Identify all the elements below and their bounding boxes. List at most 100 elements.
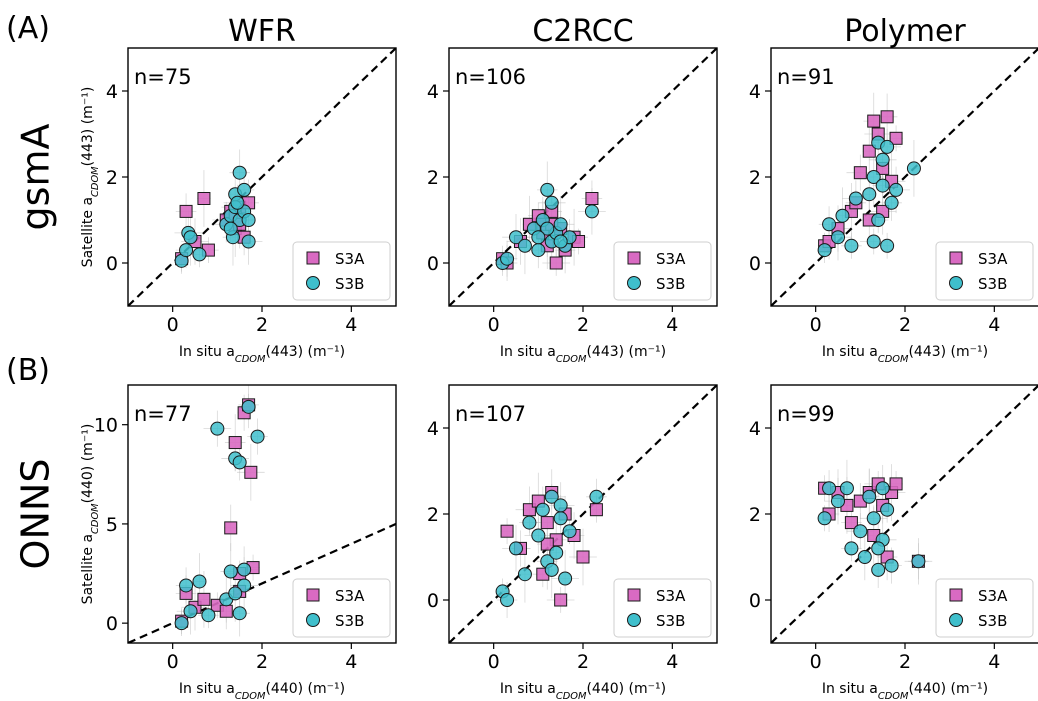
point-s3b	[192, 247, 207, 262]
legend-label-s3a: S3A	[335, 250, 365, 268]
legend-marker-s3b	[306, 276, 320, 290]
legend-label-s3b: S3B	[656, 275, 685, 293]
x-tick-label: 0	[810, 651, 822, 673]
x-tick-label: 0	[488, 651, 500, 673]
legend-label-s3a: S3A	[978, 250, 1008, 268]
legend-label-s3a: S3A	[656, 587, 686, 605]
one-to-one-line	[449, 48, 717, 306]
point-s3b	[183, 230, 198, 245]
x-tick-label: 2	[899, 314, 911, 336]
legend-marker-s3b	[627, 613, 641, 627]
y-tick-label: 4	[427, 418, 439, 440]
point-s3a	[219, 604, 233, 618]
point-s3b	[875, 152, 890, 167]
point-s3a	[889, 131, 903, 145]
point-s3a	[862, 144, 876, 158]
point-s3a	[228, 436, 242, 450]
point-s3b	[862, 489, 877, 504]
point-s3b	[223, 564, 238, 579]
point-s3b	[584, 204, 599, 219]
y-tick-label: 2	[427, 504, 439, 526]
x-tick-label: 0	[167, 314, 179, 336]
y-axis-label: Satellite aCDOM(443) (m⁻¹)	[80, 87, 101, 268]
legend-label-s3b: S3B	[335, 612, 364, 630]
legend-label-s3b: S3B	[978, 612, 1007, 630]
legend-marker-s3a	[949, 588, 963, 602]
point-s3b	[179, 243, 194, 258]
y-tick-label: 4	[427, 81, 439, 103]
plot-area	[771, 48, 1038, 306]
point-s3b	[906, 161, 921, 176]
y-tick-label: 5	[106, 514, 118, 536]
point-s3b	[232, 455, 247, 470]
point-s3b	[544, 195, 559, 210]
point-s3b	[531, 528, 546, 543]
point-s3b	[871, 562, 886, 577]
point-s3a	[540, 537, 554, 551]
point-s3b	[553, 217, 568, 232]
point-s3b	[250, 429, 265, 444]
x-tick-label: 4	[988, 314, 1000, 336]
x-tick-label: 0	[167, 651, 179, 673]
point-s3b	[853, 524, 868, 539]
point-s3b	[241, 399, 256, 414]
point-s3b	[241, 213, 256, 227]
point-s3b	[509, 541, 523, 556]
point-s3a	[540, 516, 554, 530]
point-s3b	[875, 481, 890, 496]
x-axis-label: In situ aCDOM(440) (m⁻¹)	[822, 681, 988, 701]
point-s3b	[822, 217, 837, 232]
point-s3b	[237, 182, 252, 197]
plot-area	[449, 48, 717, 306]
legend-label-s3b: S3B	[656, 612, 685, 630]
row-label-0: (A)	[6, 11, 50, 46]
x-tick-label: 0	[810, 314, 822, 336]
point-s3b	[589, 489, 604, 504]
point-s3b	[230, 195, 245, 210]
legend-marker-s3b	[306, 613, 320, 627]
point-s3b	[558, 571, 573, 586]
point-s3a	[197, 192, 211, 205]
point-s3b	[880, 502, 895, 517]
legend-marker-s3a	[306, 251, 320, 265]
y-tick-label: 0	[106, 253, 118, 275]
point-s3b	[517, 567, 532, 582]
y-tick-label: 2	[106, 167, 118, 189]
point-s3a	[549, 256, 563, 270]
panel-onns-wfr: 0 2 4 0 5 10 n=77 In situ aCDOM(440) (m⁻¹) Satel…	[80, 384, 397, 701]
point-s3b	[817, 511, 832, 526]
point-s3a	[585, 192, 599, 205]
y-tick-label: 0	[427, 590, 439, 612]
point-s3b	[866, 511, 881, 526]
y-tick-label: 4	[749, 81, 761, 103]
x-tick-label: 4	[988, 651, 1000, 673]
y-tick-label: 2	[749, 167, 761, 189]
point-s3b	[844, 238, 859, 253]
legend-marker-s3a	[306, 588, 320, 602]
legend-marker-s3b	[949, 276, 963, 290]
n-label: n=91	[777, 65, 835, 89]
point-s3b	[553, 234, 568, 249]
point-s3a	[224, 521, 238, 535]
n-label: n=107	[455, 402, 526, 426]
x-axis-label: In situ aCDOM(443) (m⁻¹)	[822, 344, 988, 365]
point-s3b	[500, 593, 515, 607]
legend-marker-s3b	[949, 613, 963, 627]
one-to-one-line	[128, 522, 396, 643]
point-s3b	[871, 541, 886, 556]
one-to-one-line	[771, 48, 1038, 306]
point-s3b	[535, 502, 550, 517]
point-s3b	[835, 208, 850, 223]
point-s3b	[549, 545, 564, 560]
y-tick-label: 2	[427, 167, 439, 189]
point-s3b	[857, 550, 872, 564]
point-s3b	[201, 608, 216, 623]
point-s3b	[553, 498, 568, 513]
point-s3b	[174, 616, 189, 631]
legend-label-s3a: S3A	[335, 587, 365, 605]
